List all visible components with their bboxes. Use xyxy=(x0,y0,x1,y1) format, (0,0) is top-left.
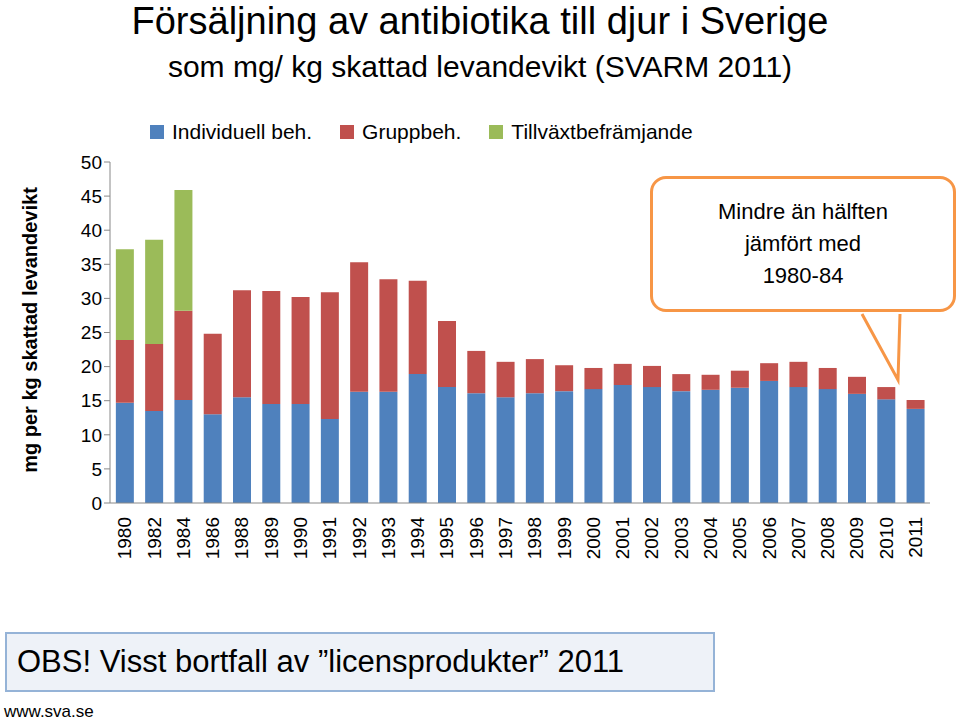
svg-text:15: 15 xyxy=(81,390,102,411)
svg-text:1992: 1992 xyxy=(349,517,370,559)
html-text:Gruppbeh.: Gruppbeh. xyxy=(362,120,462,143)
svg-text:2005: 2005 xyxy=(729,517,750,559)
svg-text:25: 25 xyxy=(81,322,102,343)
svg-text:35: 35 xyxy=(81,254,102,275)
svg-text:40: 40 xyxy=(81,220,102,241)
svg-text:1994: 1994 xyxy=(407,517,428,560)
svg-text:1988: 1988 xyxy=(231,517,252,559)
html-text:Individuell beh.: Individuell beh. xyxy=(172,120,313,143)
svg-text:1989: 1989 xyxy=(261,517,282,559)
svg-text:1995: 1995 xyxy=(436,517,457,559)
svg-text:1993: 1993 xyxy=(378,517,399,559)
svg-text:30: 30 xyxy=(81,288,102,309)
svg-text:1997: 1997 xyxy=(495,517,516,559)
svg-text:2009: 2009 xyxy=(846,517,867,559)
html-text:mg per kg skattad levandevikt: mg per kg skattad levandevikt xyxy=(18,187,41,473)
html-text:OBS! Visst bortfall av ”licens: OBS! Visst bortfall av ”licensprodukter”… xyxy=(17,644,625,679)
svg-text:2010: 2010 xyxy=(876,517,897,559)
svg-text:1998: 1998 xyxy=(524,517,545,559)
svg-text:1984: 1984 xyxy=(173,517,194,560)
svg-text:20: 20 xyxy=(81,356,102,377)
svg-text:2008: 2008 xyxy=(817,517,838,559)
html-text:jämfört med: jämfört med xyxy=(744,231,862,256)
html-text:Försäljning av antibiotika til: Försäljning av antibiotika till djur i S… xyxy=(131,0,829,42)
svg-text:1986: 1986 xyxy=(202,517,223,559)
svg-text:1990: 1990 xyxy=(290,517,311,559)
html-text:1980-84: 1980-84 xyxy=(762,263,844,288)
svg-text:50: 50 xyxy=(81,152,102,173)
svg-text:1999: 1999 xyxy=(554,517,575,559)
svg-text:45: 45 xyxy=(81,186,102,207)
svg-text:2006: 2006 xyxy=(759,517,780,559)
svg-text:1991: 1991 xyxy=(319,517,340,559)
html-text:Tillväxtbefrämjande: Tillväxtbefrämjande xyxy=(511,120,693,143)
svg-text:2004: 2004 xyxy=(700,517,721,560)
svg-text:2002: 2002 xyxy=(641,517,662,559)
svg-text:2007: 2007 xyxy=(788,517,809,559)
svg-text:1996: 1996 xyxy=(466,517,487,559)
svg-text:2011: 2011 xyxy=(905,517,926,558)
svg-text:5: 5 xyxy=(91,459,102,480)
html-text:som mg/ kg skattad levandevikt: som mg/ kg skattad levandevikt (SVARM 20… xyxy=(167,50,793,83)
svg-text:1982: 1982 xyxy=(144,517,165,559)
svg-text:2000: 2000 xyxy=(583,517,604,559)
svg-text:2003: 2003 xyxy=(671,517,692,559)
html-text:www.sva.se: www.sva.se xyxy=(4,702,94,721)
svg-text:0: 0 xyxy=(91,493,102,514)
svg-text:2001: 2001 xyxy=(612,517,633,559)
html-text:Mindre än hälften: Mindre än hälften xyxy=(718,199,888,224)
svg-text:1980: 1980 xyxy=(114,517,135,559)
svg-text:10: 10 xyxy=(81,425,102,446)
